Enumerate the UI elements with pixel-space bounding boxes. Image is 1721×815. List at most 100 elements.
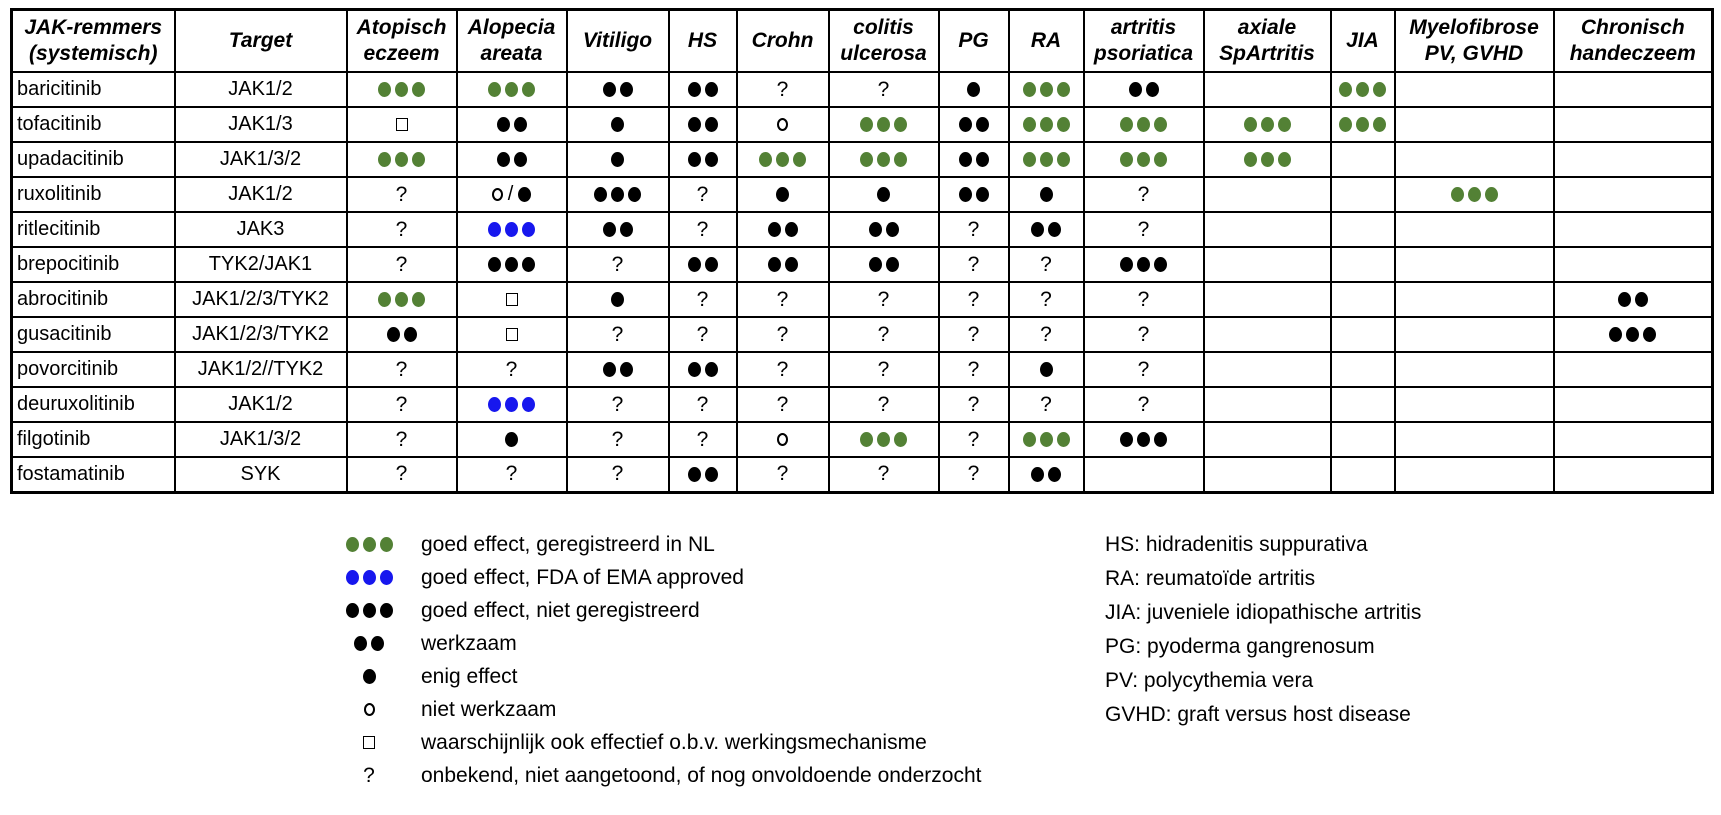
filled-dot-icon xyxy=(1120,117,1133,133)
filled-dot-icon xyxy=(1643,327,1657,343)
table-cell-ritlecitinib-atopisch: ? xyxy=(345,211,458,248)
column-header-line1: Alopecia xyxy=(467,16,556,39)
target-value: JAK1/3 xyxy=(173,106,348,143)
table-cell-ruxolitinib-ra xyxy=(1007,176,1085,213)
table-cell-ritlecitinib-pg: ? xyxy=(937,211,1010,248)
table-cell-baricitinib-pg xyxy=(937,71,1010,108)
table-cell-deuruxolitinib-jia xyxy=(1329,386,1396,423)
filled-dot-icon xyxy=(860,152,873,168)
column-header-line2: psoriatica xyxy=(1093,42,1194,65)
table-cell-tofacitinib-pg xyxy=(937,106,1010,143)
table-cell-fostamatinib-pg: ? xyxy=(937,456,1010,493)
table-cell-gusacitinib-artritis: ? xyxy=(1082,316,1205,353)
column-header-line1: axiale xyxy=(1237,16,1297,39)
table-cell-deuruxolitinib-crohn: ? xyxy=(735,386,830,423)
legend-label: waarschijnlijk ook effectief o.b.v. werk… xyxy=(421,730,927,754)
filled-dot-icon xyxy=(885,257,899,273)
table-cell-brepocitinib-hs xyxy=(667,246,738,283)
table-cell-tofacitinib-crohn xyxy=(735,106,830,143)
question-mark: ? xyxy=(1137,322,1150,346)
filled-dot-icon xyxy=(496,152,510,168)
filled-dot-icon xyxy=(1260,152,1274,168)
filled-dot-icon xyxy=(975,117,989,133)
filled-dot-icon xyxy=(412,152,425,168)
table-cell-fostamatinib-atopisch: ? xyxy=(345,456,458,493)
question-mark: ? xyxy=(1040,252,1052,276)
filled-dot-icon xyxy=(860,117,873,133)
abbreviation-legend: HS: hidradenitis suppurativa RA: reumatoï… xyxy=(1105,528,1421,732)
filled-dot-icon xyxy=(1048,466,1061,482)
filled-dot-icon xyxy=(877,187,890,203)
filled-dot-icon xyxy=(602,82,616,98)
table-cell-gusacitinib-jia xyxy=(1329,316,1396,353)
table-row-brepocitinib: brepocitinib TYK2/JAK1???? xyxy=(10,246,1714,283)
legend-label: enig effect xyxy=(421,664,518,688)
column-header-atopisch: Atopisch eczeem xyxy=(345,8,458,73)
table-cell-baricitinib-ra xyxy=(1007,71,1085,108)
table-cell-filgotinib-myelofibrose xyxy=(1393,421,1555,458)
table-cell-ritlecitinib-myelofibrose xyxy=(1393,211,1555,248)
filled-dot-icon xyxy=(894,117,907,133)
table-cell-abrocitinib-crohn: ? xyxy=(735,281,830,318)
table-cell-brepocitinib-chronisch xyxy=(1552,246,1714,283)
table-cell-abrocitinib-myelofibrose xyxy=(1393,281,1555,318)
drug-name: fostamatinib xyxy=(10,456,176,493)
drug-name: abrocitinib xyxy=(10,281,176,318)
table-row-fostamatinib: fostamatinib SYK?????? xyxy=(10,456,1714,493)
column-header-line2: ulcerosa xyxy=(840,42,927,65)
column-header-line2: areata xyxy=(480,42,543,65)
table-cell-ruxolitinib-atopisch: ? xyxy=(345,176,458,213)
drug-name: brepocitinib xyxy=(10,246,176,283)
legend-symbol xyxy=(335,665,403,689)
target-value: JAK1/2/3/TYK2 xyxy=(173,281,348,318)
table-cell-baricitinib-myelofibrose xyxy=(1393,71,1555,108)
table-cell-povorcitinib-crohn: ? xyxy=(735,351,830,388)
drug-name: tofacitinib xyxy=(10,106,176,143)
table-body: baricitinib JAK1/2?? tofacitinib JAK1/3 upad… xyxy=(10,71,1714,493)
drug-name: filgotinib xyxy=(10,421,176,458)
filled-dot-icon xyxy=(488,82,501,98)
question-mark: ? xyxy=(611,462,624,486)
filled-dot-icon xyxy=(488,257,501,273)
legend-item: werkzaam xyxy=(335,627,1050,660)
target-value: SYK xyxy=(173,456,348,493)
filled-dot-icon xyxy=(496,117,510,133)
filled-dot-icon xyxy=(345,537,359,553)
table-cell-gusacitinib-vitiligo: ? xyxy=(565,316,670,353)
question-mark: ? xyxy=(395,357,408,381)
legend-label: onbekend, niet aangetoond, of nog onvold… xyxy=(421,763,982,787)
table-cell-deuruxolitinib-vitiligo: ? xyxy=(565,386,670,423)
filled-dot-icon xyxy=(967,82,980,98)
table-cell-baricitinib-chronisch xyxy=(1552,71,1714,108)
question-mark: ? xyxy=(395,392,408,416)
filled-dot-icon xyxy=(704,362,718,378)
filled-dot-icon xyxy=(877,432,890,448)
table-cell-abrocitinib-chronisch xyxy=(1552,281,1714,318)
filled-dot-icon xyxy=(611,117,624,133)
column-header-line1: Crohn xyxy=(751,29,814,52)
question-mark: ? xyxy=(696,392,709,416)
question-mark: ? xyxy=(967,392,980,416)
table-cell-upadacitinib-jia xyxy=(1329,141,1396,178)
table-cell-brepocitinib-axiale xyxy=(1202,246,1332,283)
column-header-hs: HS xyxy=(667,8,738,73)
table-cell-povorcitinib-myelofibrose xyxy=(1393,351,1555,388)
table-cell-fostamatinib-colitis: ? xyxy=(827,456,940,493)
filled-dot-icon xyxy=(1339,117,1352,133)
filled-dot-icon xyxy=(687,257,701,273)
filled-dot-icon xyxy=(345,603,359,619)
table-cell-baricitinib-alopecia xyxy=(455,71,568,108)
filled-dot-icon xyxy=(759,152,772,168)
table-cell-ritlecitinib-chronisch xyxy=(1552,211,1714,248)
table-cell-upadacitinib-colitis xyxy=(827,141,940,178)
table-cell-filgotinib-alopecia xyxy=(455,421,568,458)
table-cell-deuruxolitinib-colitis: ? xyxy=(827,386,940,423)
question-mark: ? xyxy=(1040,322,1052,346)
question-mark: ? xyxy=(363,763,375,787)
table-cell-brepocitinib-myelofibrose xyxy=(1393,246,1555,283)
question-mark: ? xyxy=(696,322,709,346)
filled-dot-icon xyxy=(1154,117,1167,133)
filled-dot-icon xyxy=(1039,187,1053,203)
legend-symbol xyxy=(335,698,403,722)
filled-dot-icon xyxy=(522,222,535,238)
